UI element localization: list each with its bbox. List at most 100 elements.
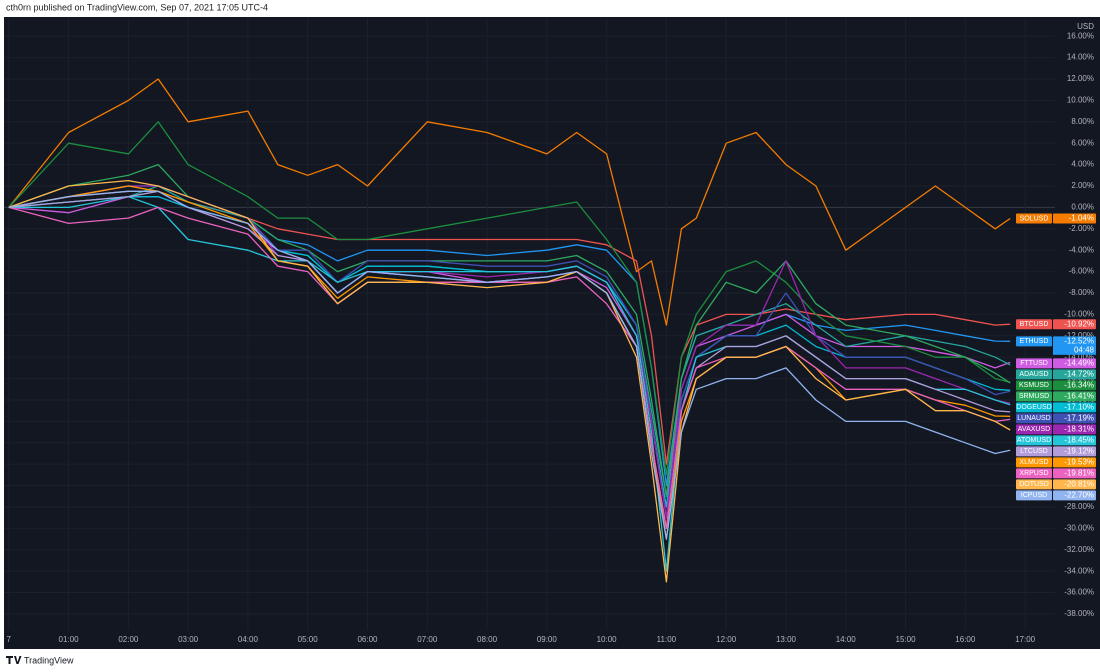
series-name-box: [1016, 213, 1052, 224]
y-tick-label: 6.00%: [1071, 138, 1094, 147]
series-name-box: [1016, 319, 1052, 330]
x-tick-label: 06:00: [357, 635, 378, 644]
y-tick-label: -10.00%: [1064, 309, 1094, 318]
y-tick-label: 4.00%: [1071, 160, 1094, 169]
series-name: DOGEUSD: [1016, 404, 1051, 411]
x-tick-label: 15:00: [896, 635, 917, 644]
value-label: -19.53%: [1064, 457, 1094, 466]
x-tick-label: 7: [7, 635, 12, 644]
series-line: [8, 78, 1011, 326]
value-label: -14.49%: [1064, 358, 1094, 367]
value-label-box: [1053, 213, 1096, 224]
x-tick-label: 14:00: [836, 635, 857, 644]
series-name-box: [1016, 468, 1052, 479]
value-label-box: [1053, 319, 1096, 330]
value-label-box: [1053, 380, 1096, 391]
footer-logo: [6, 656, 22, 664]
series-name: DOTUSD: [1019, 481, 1049, 488]
value-label-box: [1053, 446, 1096, 457]
x-tick-label: 13:00: [776, 635, 797, 644]
series-line: [8, 179, 1011, 583]
value-label: -10.92%: [1064, 319, 1094, 328]
series-name-box: [1016, 446, 1052, 457]
series-name-box: [1016, 490, 1052, 501]
series-name-box: [1016, 380, 1052, 391]
x-tick-label: 16:00: [955, 635, 976, 644]
x-tick-label: 08:00: [477, 635, 498, 644]
value-label: -16.34%: [1064, 380, 1094, 389]
x-tick-label: 17:00: [1015, 635, 1036, 644]
x-tick-label: 07:00: [417, 635, 438, 644]
y-tick-label: -38.00%: [1064, 609, 1094, 618]
value-label-box: [1053, 369, 1096, 380]
x-tick-label: 04:00: [238, 635, 259, 644]
y-tick-label: -4.00%: [1069, 245, 1094, 254]
x-tick-label: 12:00: [716, 635, 737, 644]
y-tick-label: -6.00%: [1069, 267, 1094, 276]
value-label-box: [1053, 457, 1096, 468]
series-name: SRMUSD: [1019, 393, 1049, 400]
value-label-box: [1053, 490, 1096, 501]
y-tick-label: 14.00%: [1067, 53, 1094, 62]
y-tick-label: -30.00%: [1064, 523, 1094, 532]
series-name: XLMUSD: [1019, 459, 1048, 466]
y-tick-label: 12.00%: [1067, 74, 1094, 83]
y-tick-label: 2.00%: [1071, 181, 1094, 190]
y-tick-label: -34.00%: [1064, 566, 1094, 575]
value-label: -16.41%: [1064, 391, 1094, 400]
value-label: -14.72%: [1064, 369, 1094, 378]
series-name: SOLUSD: [1020, 215, 1049, 222]
value-label-box: [1053, 424, 1096, 435]
series-name-box: [1016, 435, 1052, 446]
series-line: [8, 190, 1011, 540]
x-tick-label: 03:00: [178, 635, 199, 644]
y-tick-label: 10.00%: [1067, 95, 1094, 104]
y-tick-label: -28.00%: [1064, 502, 1094, 511]
y-tick-label: -12.00%: [1064, 331, 1094, 340]
value-label-box: [1053, 402, 1096, 413]
series-name-box: [1016, 402, 1052, 413]
value-label: -18.45%: [1064, 435, 1094, 444]
y-tick-label: -8.00%: [1069, 288, 1094, 297]
value-label-box: [1053, 336, 1096, 347]
series-line: [8, 121, 1011, 476]
x-tick-label: 10:00: [597, 635, 618, 644]
y-tick-label: -2.00%: [1069, 224, 1094, 233]
series-name: ETHUSD: [1020, 338, 1049, 345]
countdown: 04:48: [1074, 345, 1095, 354]
y-tick-label: 0.00%: [1071, 202, 1094, 211]
series-name-box: [1016, 457, 1052, 468]
y-tick-label: -36.00%: [1064, 588, 1094, 597]
series-name-box: [1016, 479, 1052, 490]
series-name: FTTUSD: [1020, 360, 1048, 367]
series-name: BTCUSD: [1020, 321, 1049, 328]
y-tick-label: 8.00%: [1071, 117, 1094, 126]
axis-unit: USD: [1077, 22, 1094, 31]
source-line: cth0rn published on TradingView.com, Sep…: [6, 2, 268, 12]
series-name: XRPUSD: [1019, 470, 1048, 477]
x-tick-label: 09:00: [537, 635, 558, 644]
series-name-box: [1016, 413, 1052, 424]
series-name-box: [1016, 336, 1052, 347]
value-label: -17.10%: [1064, 402, 1094, 411]
y-tick-label: -14.00%: [1064, 352, 1094, 361]
series-name-box: [1016, 424, 1052, 435]
x-tick-label: 11:00: [657, 635, 677, 644]
series-name: ATOMUSD: [1017, 437, 1051, 444]
value-label-box: [1053, 435, 1096, 446]
series-name: LTCUSD: [1020, 448, 1047, 455]
x-tick-label: 02:00: [118, 635, 139, 644]
series-name: ICPUSD: [1021, 492, 1047, 499]
y-tick-label: -32.00%: [1064, 545, 1094, 554]
y-tick-label: 16.00%: [1067, 31, 1094, 40]
value-label: -19.81%: [1064, 468, 1094, 477]
value-label-box: [1053, 479, 1096, 490]
countdown-box: [1053, 345, 1096, 355]
value-label-box: [1053, 391, 1096, 402]
series-name: ADAUSD: [1019, 371, 1048, 378]
value-label: -19.12%: [1064, 446, 1094, 455]
value-label: -18.31%: [1064, 424, 1094, 433]
chart-background: [4, 17, 1100, 649]
x-tick-label: 01:00: [59, 635, 80, 644]
